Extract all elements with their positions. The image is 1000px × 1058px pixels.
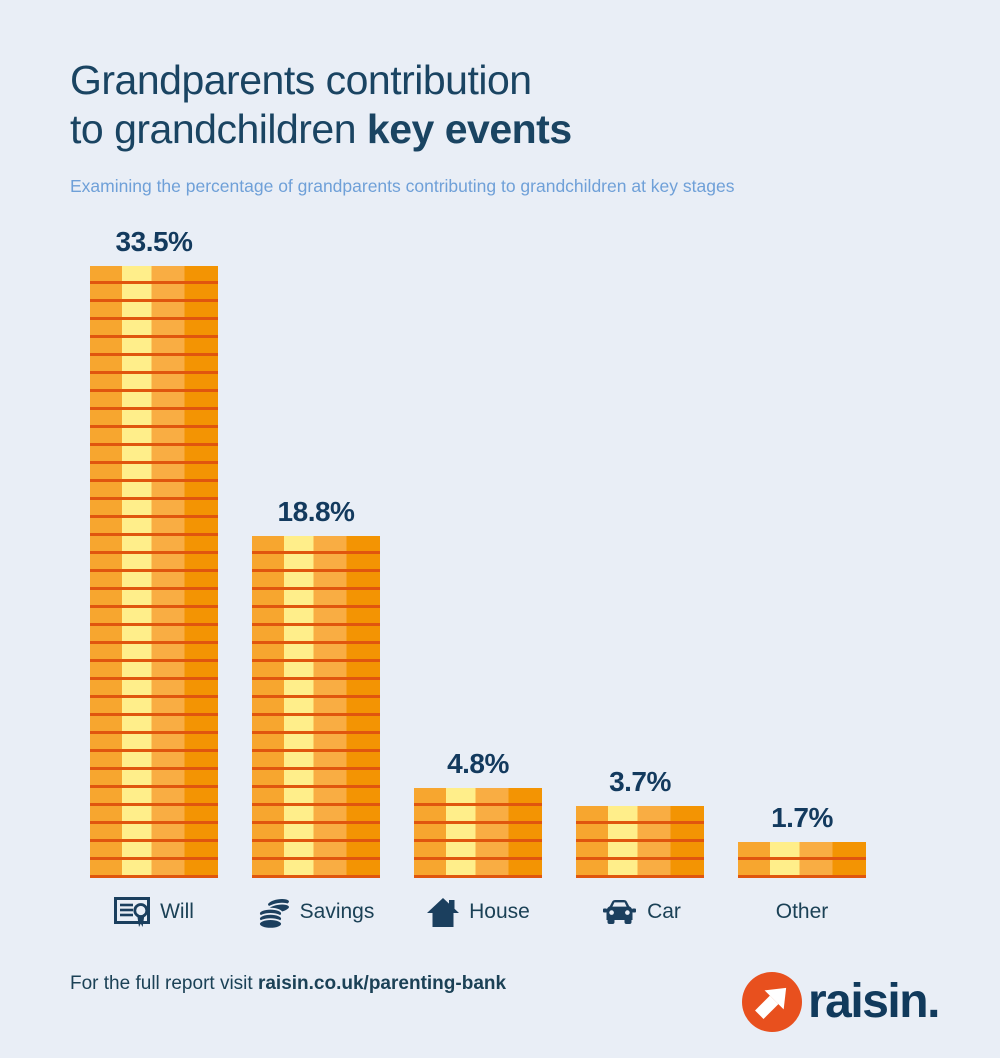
title-line-2-regular: to grandchildren [70,106,367,152]
title-line-2: to grandchildren key events [70,105,572,154]
title-line-2-bold: key events [366,106,572,152]
category-label-car: Car [577,894,705,930]
bar-car [576,806,704,878]
footer-report-url[interactable]: raisin.co.uk/parenting-bank [257,973,507,994]
footer-text-regular: For the full report visit [70,973,258,994]
bar-other [738,842,866,878]
page-subtitle: Examining the percentage of grandparents… [70,176,735,196]
arrow-up-right-icon [742,972,802,1032]
bar-value-label-other: 1.7% [771,802,833,833]
savings-coins-icon [257,896,291,929]
category-label-text: Other [775,900,829,923]
bar-house [414,788,542,878]
bar-value-label-will: 33.5% [115,226,193,257]
will-certificate-icon [114,896,151,927]
bar-will [90,266,218,878]
bar-value-label-savings: 18.8% [277,496,355,527]
category-label-other: Other [738,894,866,930]
title-line-1: Grandparents contribution [70,57,532,103]
house-icon [427,897,460,927]
category-label-text: Car [647,900,681,923]
category-label-house: House [414,894,542,930]
category-label-savings: Savings [252,894,380,930]
footer-text: For the full report visit raisin.co.uk/p… [70,973,506,995]
category-label-text: Savings [299,900,375,923]
bar-value-label-house: 4.8% [447,748,509,779]
bar-savings [252,536,380,878]
category-label-text: Will [160,900,194,923]
category-label-text: House [469,900,530,923]
car-icon [603,899,637,924]
category-label-will: Will [90,894,218,930]
page-title: Grandparents contribution to grandchildr… [70,56,572,154]
raisin-logo: raisin. [742,972,940,1032]
raisin-logo-text: raisin. [808,975,940,1028]
bar-value-label-car: 3.7% [609,766,671,797]
